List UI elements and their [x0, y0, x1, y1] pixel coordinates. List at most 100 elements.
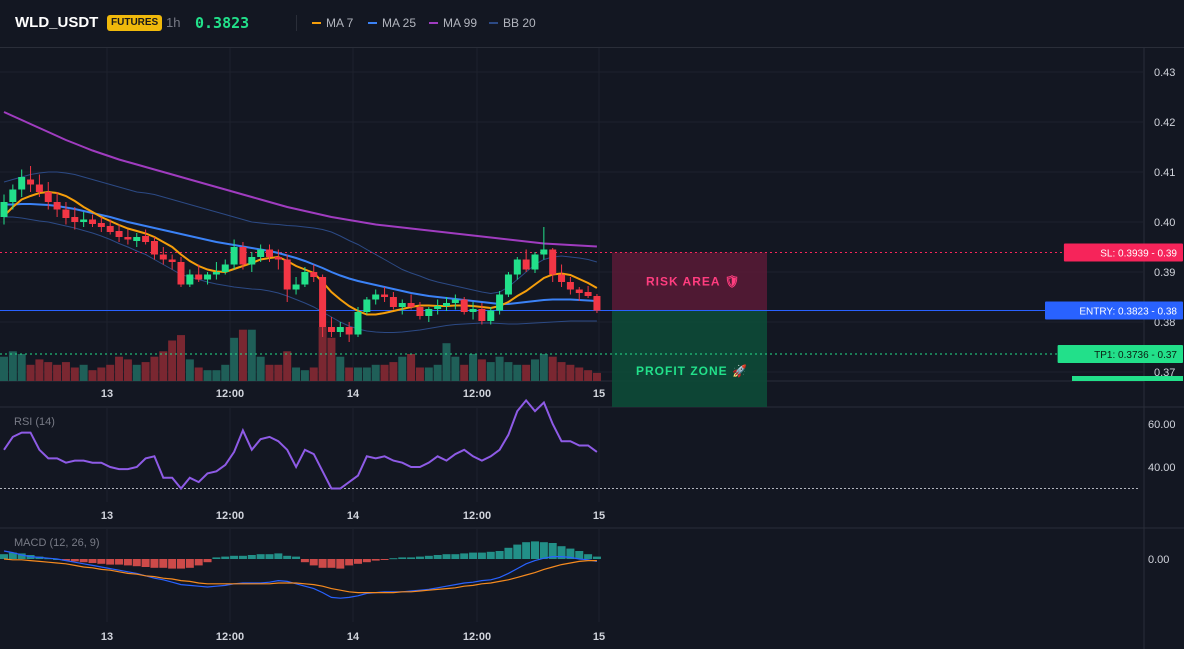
volume-bar — [212, 370, 221, 381]
candle[interactable] — [177, 257, 185, 287]
legend-bb20[interactable]: BB 20 — [489, 16, 536, 30]
candle[interactable] — [398, 299, 406, 315]
candle[interactable] — [266, 244, 273, 263]
candle[interactable] — [389, 292, 397, 310]
candle[interactable] — [319, 274, 327, 338]
candle[interactable] — [239, 242, 247, 270]
candle[interactable] — [186, 269, 194, 288]
candle[interactable] — [133, 233, 141, 247]
candle[interactable] — [327, 317, 335, 337]
rsi-tick-label: 60.00 — [1148, 419, 1176, 431]
chart-header: WLD_USDT FUTURES 1h 0.3823 MA 7 MA 25 MA… — [0, 0, 1184, 48]
candle[interactable] — [168, 254, 176, 270]
candle[interactable] — [35, 174, 43, 198]
candle[interactable] — [292, 277, 300, 295]
candle[interactable] — [407, 294, 415, 310]
candle[interactable] — [460, 297, 468, 315]
candle[interactable] — [310, 264, 318, 283]
candle[interactable] — [230, 239, 238, 270]
candle[interactable] — [531, 252, 539, 273]
candle[interactable] — [443, 297, 450, 311]
candle[interactable] — [89, 214, 96, 228]
legend-ma25[interactable]: MA 25 — [368, 16, 416, 30]
volume-bar — [504, 362, 513, 381]
macd-hist-bar — [398, 557, 407, 559]
candle[interactable] — [434, 299, 442, 315]
legend-ma7-label: MA 7 — [326, 16, 354, 30]
candle[interactable] — [487, 307, 495, 325]
candle[interactable] — [106, 219, 114, 235]
candle[interactable] — [62, 202, 70, 225]
candle[interactable] — [195, 264, 203, 283]
candle[interactable] — [124, 229, 132, 245]
candle[interactable] — [345, 322, 353, 342]
candle[interactable] — [478, 303, 486, 325]
legend-ma7[interactable]: MA 7 — [312, 16, 353, 30]
candle[interactable] — [416, 302, 424, 320]
candle[interactable] — [71, 207, 79, 230]
macd-hist-bar — [8, 552, 17, 559]
candle[interactable] — [150, 237, 158, 260]
candle[interactable] — [0, 194, 8, 225]
candle[interactable] — [44, 182, 52, 210]
candle[interactable] — [142, 229, 150, 245]
symbol-name[interactable]: WLD_USDT — [15, 14, 99, 31]
candle[interactable] — [53, 192, 61, 217]
candle[interactable] — [274, 249, 282, 270]
time-tick-label: 14 — [347, 388, 360, 400]
candle[interactable] — [9, 184, 17, 210]
candle[interactable] — [451, 294, 459, 310]
candle[interactable] — [336, 322, 344, 337]
candle[interactable] — [504, 272, 512, 297]
candle[interactable] — [513, 257, 521, 280]
price-axis[interactable]: 0.430.420.410.400.390.380.37 — [1154, 67, 1175, 379]
candle[interactable] — [469, 302, 477, 320]
legend-ma99-label: MA 99 — [443, 16, 478, 30]
candles[interactable] — [0, 166, 601, 342]
interval-selector[interactable]: 1h — [166, 15, 181, 30]
candle[interactable] — [593, 294, 601, 313]
candle[interactable] — [496, 291, 504, 315]
candle[interactable] — [584, 286, 592, 298]
candle-body — [168, 259, 176, 262]
candle-body — [522, 259, 530, 270]
rsi-tick-label: 40.00 — [1148, 462, 1176, 474]
candle[interactable] — [540, 227, 548, 260]
macd-hist-bar — [477, 552, 486, 559]
time-axis: 13 12:00 14 12:00 15 13 12:00 14 12:00 15 13 12:00 1… — [101, 388, 605, 643]
candle[interactable] — [159, 247, 167, 265]
volume-bar — [415, 367, 424, 381]
candle[interactable] — [425, 307, 433, 322]
candle[interactable] — [301, 267, 309, 287]
price-tick-label: 0.42 — [1154, 117, 1175, 129]
candle[interactable] — [381, 287, 389, 302]
candle-body — [381, 294, 389, 297]
risk-area-zone — [612, 252, 767, 311]
candle[interactable] — [257, 244, 265, 263]
candle[interactable] — [221, 259, 229, 275]
candle[interactable] — [18, 169, 26, 198]
candle[interactable] — [204, 272, 212, 285]
candle-body — [540, 249, 548, 255]
candle[interactable] — [115, 224, 123, 243]
candle[interactable] — [363, 297, 371, 315]
candle[interactable] — [566, 277, 574, 295]
candle[interactable] — [575, 287, 583, 301]
candle[interactable] — [212, 262, 220, 280]
candle[interactable] — [372, 289, 380, 305]
candle[interactable] — [27, 166, 35, 192]
candle-body — [372, 294, 380, 300]
candle[interactable] — [80, 212, 88, 227]
price-tick-label: 0.39 — [1154, 267, 1175, 279]
legend-ma99[interactable]: MA 99 — [429, 16, 477, 30]
candle[interactable] — [549, 248, 557, 282]
time-tick-label: 12:00 — [463, 388, 491, 400]
candle[interactable] — [558, 264, 566, 288]
candle[interactable] — [522, 249, 530, 273]
candle[interactable] — [354, 307, 362, 337]
volume-bar — [230, 337, 239, 381]
candle[interactable] — [248, 252, 256, 272]
candle[interactable] — [97, 217, 105, 232]
candle[interactable] — [283, 254, 291, 303]
